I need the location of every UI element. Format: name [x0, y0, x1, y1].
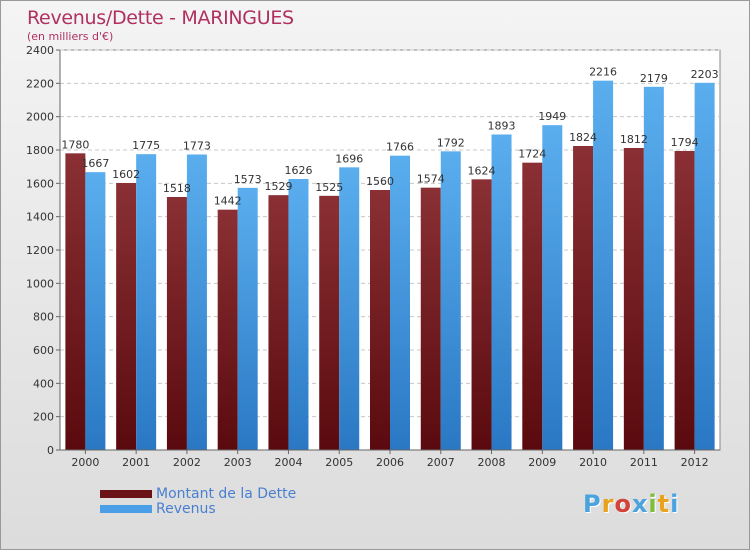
data-label-dette-2011: 1812 [620, 133, 648, 146]
bar-revenus-2009 [542, 125, 563, 451]
bar-dette-2006 [370, 190, 390, 450]
data-label-dette-2001: 1602 [112, 168, 140, 181]
y-tick-label: 800 [33, 311, 54, 324]
data-label-revenus-2010: 2216 [589, 66, 617, 79]
bar-dette-2003 [217, 209, 238, 450]
data-label-revenus-2011: 2179 [640, 72, 668, 85]
bar-dette-2004 [268, 195, 289, 450]
data-label-dette-2002: 1518 [163, 182, 191, 195]
data-label-dette-2003: 1442 [214, 195, 242, 208]
bar-dette-2005 [319, 195, 340, 450]
x-tick-label-2002: 2002 [173, 456, 201, 469]
data-label-dette-2010: 1824 [569, 131, 597, 144]
bar-dette-2000 [65, 153, 86, 451]
bar-revenus-2001 [136, 154, 157, 450]
bar-revenus-2004 [288, 179, 309, 450]
bar-dette-2002 [166, 197, 187, 450]
bar-revenus-2008 [491, 134, 512, 450]
y-tick-label: 0 [47, 444, 54, 457]
data-label-revenus-2008: 1893 [488, 120, 516, 133]
x-tick-label-2001: 2001 [122, 456, 150, 469]
y-tick-label: 2200 [26, 77, 54, 90]
legend-item-dette: Montant de la Dette [100, 485, 297, 502]
data-label-revenus-2009: 1949 [538, 110, 566, 123]
data-label-revenus-2000: 1667 [81, 157, 109, 170]
chart-title: Revenus/Dette - MARINGUES [27, 7, 294, 29]
y-tick-label: 1000 [26, 277, 54, 290]
bar-revenus-2006 [390, 155, 410, 450]
bar-revenus-2011 [643, 86, 664, 450]
legend: Montant de la Dette Revenus [100, 485, 297, 517]
data-label-revenus-2007: 1792 [437, 136, 465, 149]
bar-revenus-2010 [593, 80, 614, 451]
data-label-dette-2004: 1529 [264, 180, 292, 193]
legend-swatch-revenus [100, 504, 152, 513]
data-label-dette-2009: 1724 [518, 148, 546, 161]
x-tick-label-2010: 2010 [579, 456, 607, 469]
y-tick-label: 1600 [26, 177, 54, 190]
data-label-revenus-2005: 1696 [335, 152, 363, 165]
y-tick-label: 2000 [26, 111, 54, 124]
data-label-revenus-2001: 1775 [132, 139, 160, 152]
x-tick-label-2000: 2000 [71, 456, 99, 469]
data-label-revenus-2003: 1573 [234, 173, 262, 186]
bar-revenus-2003 [237, 187, 258, 451]
x-tick-label-2007: 2007 [427, 456, 455, 469]
x-tick-label-2011: 2011 [630, 456, 658, 469]
y-tick-label: 600 [33, 344, 54, 357]
y-tick-label: 400 [33, 377, 54, 390]
chart-subtitle: (en milliers d'€) [27, 30, 114, 43]
x-tick-label-2009: 2009 [528, 456, 556, 469]
x-tick-label-2008: 2008 [478, 456, 506, 469]
data-label-dette-2007: 1574 [417, 173, 445, 186]
bar-revenus-2000 [85, 172, 106, 450]
bar-revenus-2005 [339, 167, 360, 451]
proxiti-logo: Proxiti [583, 490, 680, 518]
bar-dette-2012 [674, 151, 695, 450]
data-label-revenus-2002: 1773 [183, 140, 211, 153]
bar-revenus-2002 [186, 154, 207, 450]
data-label-revenus-2004: 1626 [284, 164, 312, 177]
data-label-revenus-2012: 2203 [691, 68, 719, 81]
y-tick-label: 1200 [26, 244, 54, 257]
data-label-dette-2005: 1525 [315, 181, 343, 194]
legend-item-revenus: Revenus [100, 500, 296, 517]
bar-dette-2010 [573, 146, 594, 450]
x-tick-label-2006: 2006 [376, 456, 404, 469]
legend-swatch-dette [100, 489, 152, 498]
data-label-dette-2006: 1560 [366, 175, 394, 188]
data-label-dette-2008: 1624 [468, 164, 496, 177]
bar-dette-2008 [471, 179, 492, 451]
x-tick-label-2012: 2012 [681, 456, 709, 469]
y-tick-label: 1800 [26, 144, 54, 157]
x-tick-label-2003: 2003 [224, 456, 252, 469]
x-tick-label-2005: 2005 [325, 456, 353, 469]
bar-dette-2007 [420, 187, 441, 450]
data-label-revenus-2006: 1766 [386, 141, 414, 154]
y-tick-label: 200 [33, 411, 54, 424]
data-label-dette-2012: 1794 [671, 136, 699, 149]
legend-label-revenus: Revenus [156, 500, 216, 517]
legend-label-dette: Montant de la Dette [156, 485, 297, 502]
y-tick-label: 2400 [26, 44, 54, 57]
x-tick-label-2004: 2004 [274, 456, 302, 469]
data-label-dette-2000: 1780 [61, 138, 89, 151]
bar-dette-2011 [623, 148, 644, 450]
bar-dette-2009 [522, 162, 543, 450]
bar-revenus-2007 [440, 151, 461, 451]
bar-dette-2001 [116, 183, 137, 450]
y-tick-label: 1400 [26, 211, 54, 224]
bar-revenus-2012 [694, 82, 715, 450]
